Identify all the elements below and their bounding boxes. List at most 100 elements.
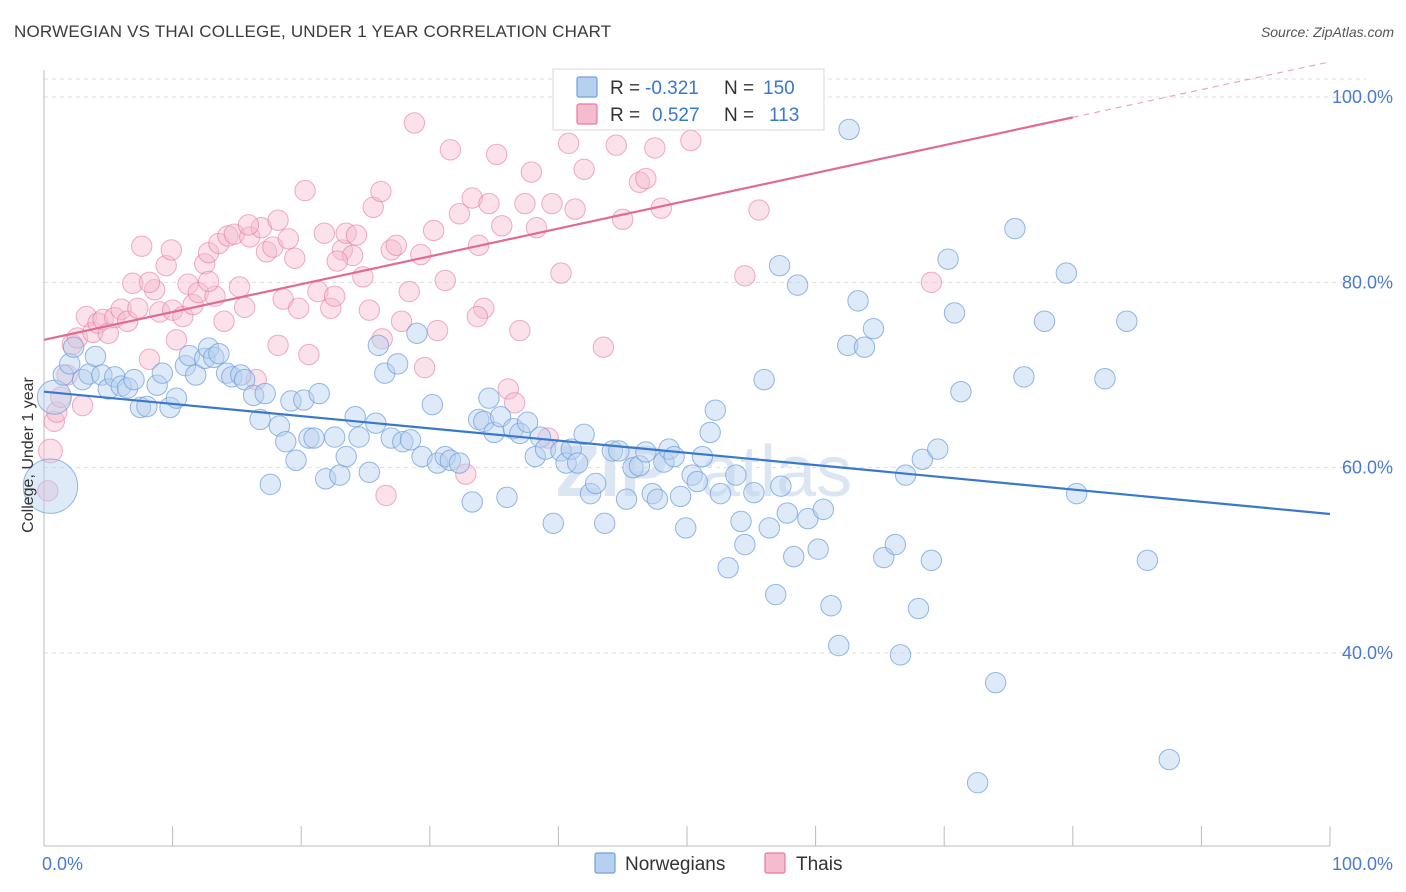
legend-r-label-1: R = xyxy=(610,78,640,99)
norwegians-point xyxy=(323,426,346,448)
norwegians-point xyxy=(392,431,414,453)
bottom-legend-thais-swatch xyxy=(764,852,786,874)
thais-point xyxy=(541,192,563,215)
thais-point xyxy=(557,132,580,155)
norwegians-point xyxy=(765,583,787,606)
x-tick-label: 0.0% xyxy=(42,854,83,874)
source-label: Source: ZipAtlas.com xyxy=(1260,24,1394,40)
norwegians-point xyxy=(584,472,607,495)
norwegians-point xyxy=(686,470,708,493)
norwegians-point xyxy=(812,498,835,521)
legend-thais-swatch xyxy=(576,103,598,125)
norwegians-point xyxy=(303,427,325,449)
norwegians-point xyxy=(208,342,230,365)
thais-point xyxy=(194,253,216,275)
thais-point xyxy=(92,308,114,331)
thais-point xyxy=(110,298,132,320)
y-tick-label: 60.0% xyxy=(1342,458,1393,478)
norwegians-point xyxy=(367,334,390,357)
norwegians-point xyxy=(1065,482,1088,505)
thais-point xyxy=(390,310,413,332)
norwegians-point xyxy=(358,461,381,483)
thais-point xyxy=(267,209,289,231)
norwegians-point xyxy=(837,334,859,357)
norwegians-point xyxy=(1055,262,1078,284)
axes xyxy=(43,70,1331,847)
thais-point xyxy=(564,198,586,220)
thais-point xyxy=(326,250,348,272)
norwegians-point xyxy=(242,384,265,407)
norwegians-point xyxy=(314,468,337,490)
thais-point xyxy=(497,378,519,400)
norwegians-point xyxy=(927,438,949,460)
thais-point xyxy=(375,484,397,507)
thais-point xyxy=(97,322,120,344)
legend-n-label-2: N = xyxy=(724,105,754,126)
legend-r-value-1: -0.321 xyxy=(645,78,699,99)
norwegians-point xyxy=(478,387,500,409)
norwegians-point xyxy=(566,452,589,474)
norwegians-point xyxy=(920,549,943,572)
norwegians-point xyxy=(348,426,370,448)
norwegians-point xyxy=(653,451,675,473)
norwegians-point xyxy=(786,274,809,296)
thais-trend-extension xyxy=(1072,61,1331,118)
norwegians-point xyxy=(151,362,174,384)
norwegians-point xyxy=(743,481,765,504)
thais-point xyxy=(426,319,449,342)
norwegians-point xyxy=(937,248,959,270)
norwegians-point xyxy=(335,445,357,468)
thais-point xyxy=(439,139,462,161)
norwegians-point xyxy=(758,517,781,539)
legend-norwegians-swatch xyxy=(576,76,598,98)
thais-point xyxy=(466,305,489,328)
thais-point xyxy=(138,271,161,294)
norwegians-point xyxy=(344,406,366,428)
norwegians-point xyxy=(1116,310,1138,332)
norwegians-point xyxy=(1013,366,1035,388)
thais-point xyxy=(491,215,513,237)
norwegians-point xyxy=(734,533,756,556)
norwegians-point xyxy=(421,393,444,416)
thais-point xyxy=(38,438,63,464)
legend-r-label-2: R = xyxy=(610,105,640,126)
norwegians-point xyxy=(730,510,752,533)
norwegians-point xyxy=(254,382,276,405)
thais-point xyxy=(550,262,572,284)
norwegians-point xyxy=(770,475,792,497)
norwegians-point xyxy=(1094,368,1116,390)
thais-point xyxy=(422,219,445,242)
thais-point xyxy=(503,392,526,414)
norwegians-point xyxy=(966,772,989,794)
norwegians-point xyxy=(329,464,351,486)
norwegians-point xyxy=(853,336,876,358)
thais-point xyxy=(320,297,342,319)
thais-point xyxy=(455,463,477,485)
norwegians-point xyxy=(285,449,307,471)
norwegians-point xyxy=(1158,748,1180,771)
thais-point xyxy=(385,234,408,256)
norwegians-point xyxy=(593,512,616,534)
norwegians-point xyxy=(646,488,669,510)
norwegians-point xyxy=(709,482,732,505)
thais-point xyxy=(371,328,393,350)
thais-point xyxy=(37,480,59,502)
norwegians-point xyxy=(249,408,271,431)
thais-point xyxy=(331,239,354,261)
norwegians-point xyxy=(615,488,638,510)
thais-point xyxy=(413,356,436,379)
norwegians-point xyxy=(259,473,282,496)
thais-point xyxy=(605,134,627,156)
thais-point xyxy=(734,265,756,287)
thais-point xyxy=(635,167,657,190)
norwegians-point xyxy=(663,445,685,468)
thais-point xyxy=(75,305,98,328)
norwegians-point xyxy=(783,545,805,568)
norwegians-point xyxy=(1136,549,1159,572)
y-tick-label: 100.0% xyxy=(1332,87,1393,107)
norwegians-point xyxy=(862,317,885,340)
thais-point xyxy=(267,334,289,357)
norwegians-point xyxy=(97,378,120,400)
thais-point xyxy=(131,235,153,257)
norwegians-point xyxy=(820,595,842,617)
